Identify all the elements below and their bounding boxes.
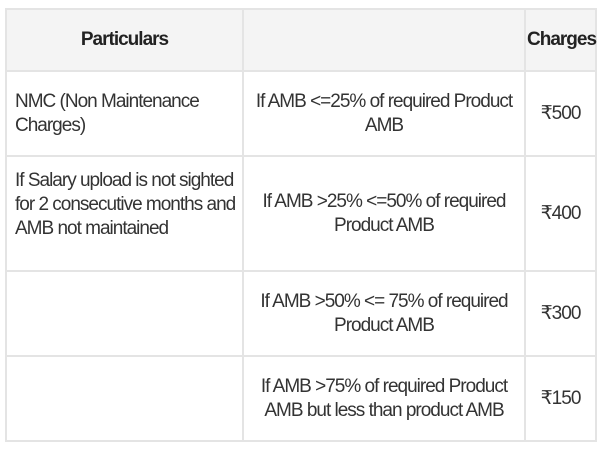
charge-cell: ₹150 <box>524 355 597 442</box>
particulars-cell <box>5 355 244 442</box>
particulars-cell: NMC (Non Maintenance Charges) <box>5 70 244 157</box>
header-charges: Charges <box>524 8 597 72</box>
table-row: If AMB >50% <= 75% of required Product A… <box>5 270 597 357</box>
table-row: If Salary upload is not sighted for 2 co… <box>5 155 597 272</box>
charge-cell: ₹400 <box>524 155 597 272</box>
condition-cell: If AMB >50% <= 75% of required Product A… <box>242 270 526 357</box>
condition-cell: If AMB <=25% of required Product AMB <box>242 70 526 157</box>
particulars-cell: If Salary upload is not sighted for 2 co… <box>5 155 244 272</box>
particulars-cell <box>5 270 244 357</box>
charge-cell: ₹500 <box>524 70 597 157</box>
header-row: Particulars Charges <box>5 8 597 72</box>
header-particulars: Particulars <box>5 8 244 72</box>
table-row: NMC (Non Maintenance Charges) If AMB <=2… <box>5 70 597 157</box>
charges-table: Particulars Charges NMC (Non Maintenance… <box>5 8 597 442</box>
condition-cell: If AMB >75% of required Product AMB but … <box>242 355 526 442</box>
table-row: If AMB >75% of required Product AMB but … <box>5 355 597 442</box>
charge-cell: ₹300 <box>524 270 597 357</box>
header-condition <box>242 8 526 72</box>
condition-cell: If AMB >25% <=50% of required Product AM… <box>242 155 526 272</box>
